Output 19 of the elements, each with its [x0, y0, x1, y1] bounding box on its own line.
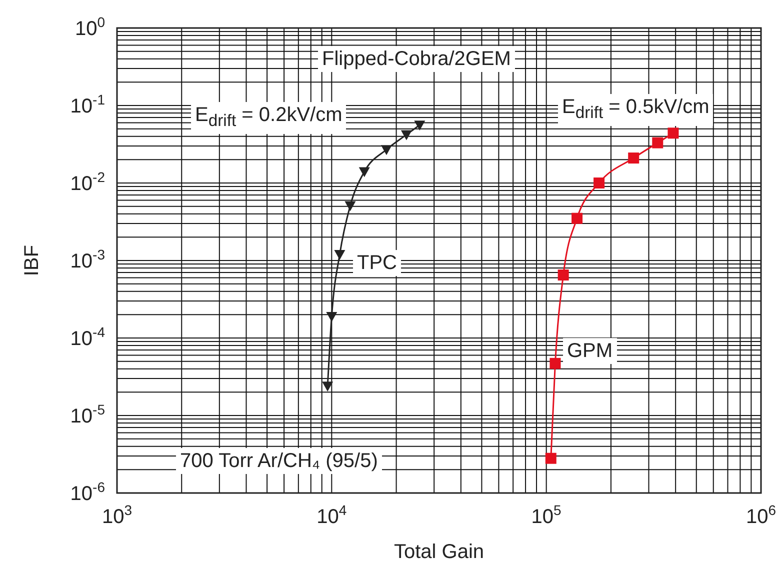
x-tick-label: 10$^{4}$: [316, 502, 347, 528]
x-tick-label: 10$^{5}$: [531, 502, 562, 528]
y-tick-label: 10$^{0}$: [74, 14, 106, 40]
y-tick-label: 10$^{-5}$: [70, 402, 106, 428]
y-tick-label: 10$^{-2}$: [70, 169, 106, 195]
y-tick-label: 10$^{-3}$: [70, 246, 106, 272]
x-tick-label: 10$^{3}$: [102, 502, 132, 528]
y-axis-title: IBF: [21, 244, 43, 276]
series-label: TPC: [353, 250, 401, 276]
series-label: GPM: [563, 338, 617, 364]
x-axis-title: Total Gain: [394, 541, 484, 563]
x-tick-label: 10$^{6}$: [746, 502, 776, 528]
y-tick-label: 10$^{-6}$: [70, 479, 106, 505]
y-tick-label: 10$^{-1}$: [70, 92, 106, 118]
annotation: 700 Torr Ar/CH₄ (95/5): [176, 448, 382, 474]
annotation: E$_{drift}$ = 0.5kV/cm: [558, 94, 714, 126]
annotation: Flipped-Cobra/2GEM: [318, 46, 515, 72]
y-tick-label: 10$^{-4}$: [70, 324, 106, 350]
annotation: E$_{drift}$ = 0.2kV/cm: [191, 102, 346, 134]
